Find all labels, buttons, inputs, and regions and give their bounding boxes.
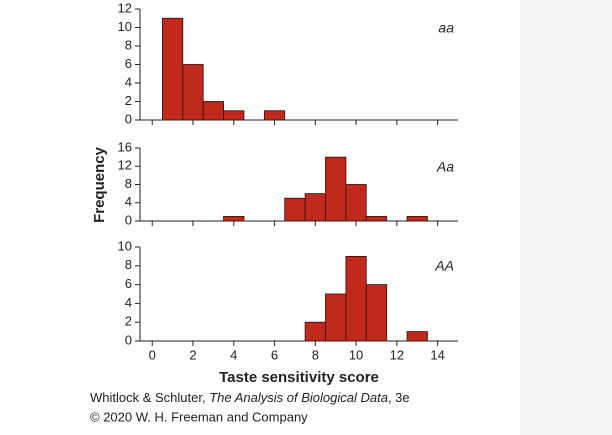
y-tick-label: 2: [125, 93, 132, 108]
copyright: © 2020 W. H. Freeman and Company: [90, 409, 308, 424]
x-tick-label: 4: [230, 347, 237, 362]
x-axis-label: Taste sensitivity score: [219, 369, 379, 386]
y-tick-label: 2: [125, 314, 132, 329]
credit-title: The Analysis of Biological Data: [209, 390, 388, 405]
y-tick-label: 0: [125, 332, 132, 347]
y-tick-label: 8: [125, 176, 132, 191]
background: [0, 0, 520, 435]
bar: [162, 17, 184, 121]
credit: Whitlock & Schluter, The Analysis of Bio…: [90, 390, 410, 405]
x-tick-label: 12: [390, 347, 404, 362]
bar: [223, 216, 245, 222]
x-tick-label: 14: [430, 347, 444, 362]
bar: [345, 184, 367, 222]
y-tick-label: 4: [125, 74, 132, 89]
bar: [365, 216, 388, 222]
bar: [365, 284, 388, 342]
y-tick-label: 6: [125, 56, 132, 71]
x-tick-label: 8: [312, 347, 319, 362]
bar: [284, 197, 306, 222]
panel-label: aa: [438, 20, 454, 36]
bar: [263, 110, 286, 121]
bar: [406, 331, 428, 342]
x-tick-label: 6: [271, 347, 278, 362]
x-tick-label: 0: [149, 347, 156, 362]
y-tick-label: 10: [118, 238, 132, 253]
bar: [223, 110, 245, 121]
credit-part: Whitlock & Schluter,: [90, 390, 209, 405]
bar: [304, 193, 326, 222]
bar: [406, 216, 428, 222]
x-tick-label: 2: [189, 347, 196, 362]
y-tick-label: 8: [125, 37, 132, 52]
y-tick-label: 0: [125, 111, 132, 126]
y-axis-label: Frequency: [91, 146, 108, 223]
y-tick-label: 12: [118, 158, 132, 173]
y-tick-label: 4: [125, 194, 132, 209]
panel-label: Aa: [436, 159, 454, 175]
y-tick-label: 0: [125, 212, 132, 227]
panel-label: AA: [434, 258, 454, 274]
y-tick-label: 10: [118, 19, 132, 34]
bar: [304, 321, 326, 342]
x-tick-label: 10: [349, 347, 363, 362]
credit-part: , 3e: [388, 390, 410, 405]
y-tick-label: 6: [125, 276, 132, 291]
y-tick-label: 8: [125, 257, 132, 272]
bar: [325, 293, 347, 342]
bar: [182, 64, 204, 121]
bar: [345, 255, 367, 342]
y-tick-label: 12: [118, 0, 132, 15]
y-tick-label: 4: [125, 295, 132, 310]
y-tick-label: 16: [118, 139, 132, 154]
bar: [325, 156, 347, 222]
bar: [202, 101, 224, 121]
